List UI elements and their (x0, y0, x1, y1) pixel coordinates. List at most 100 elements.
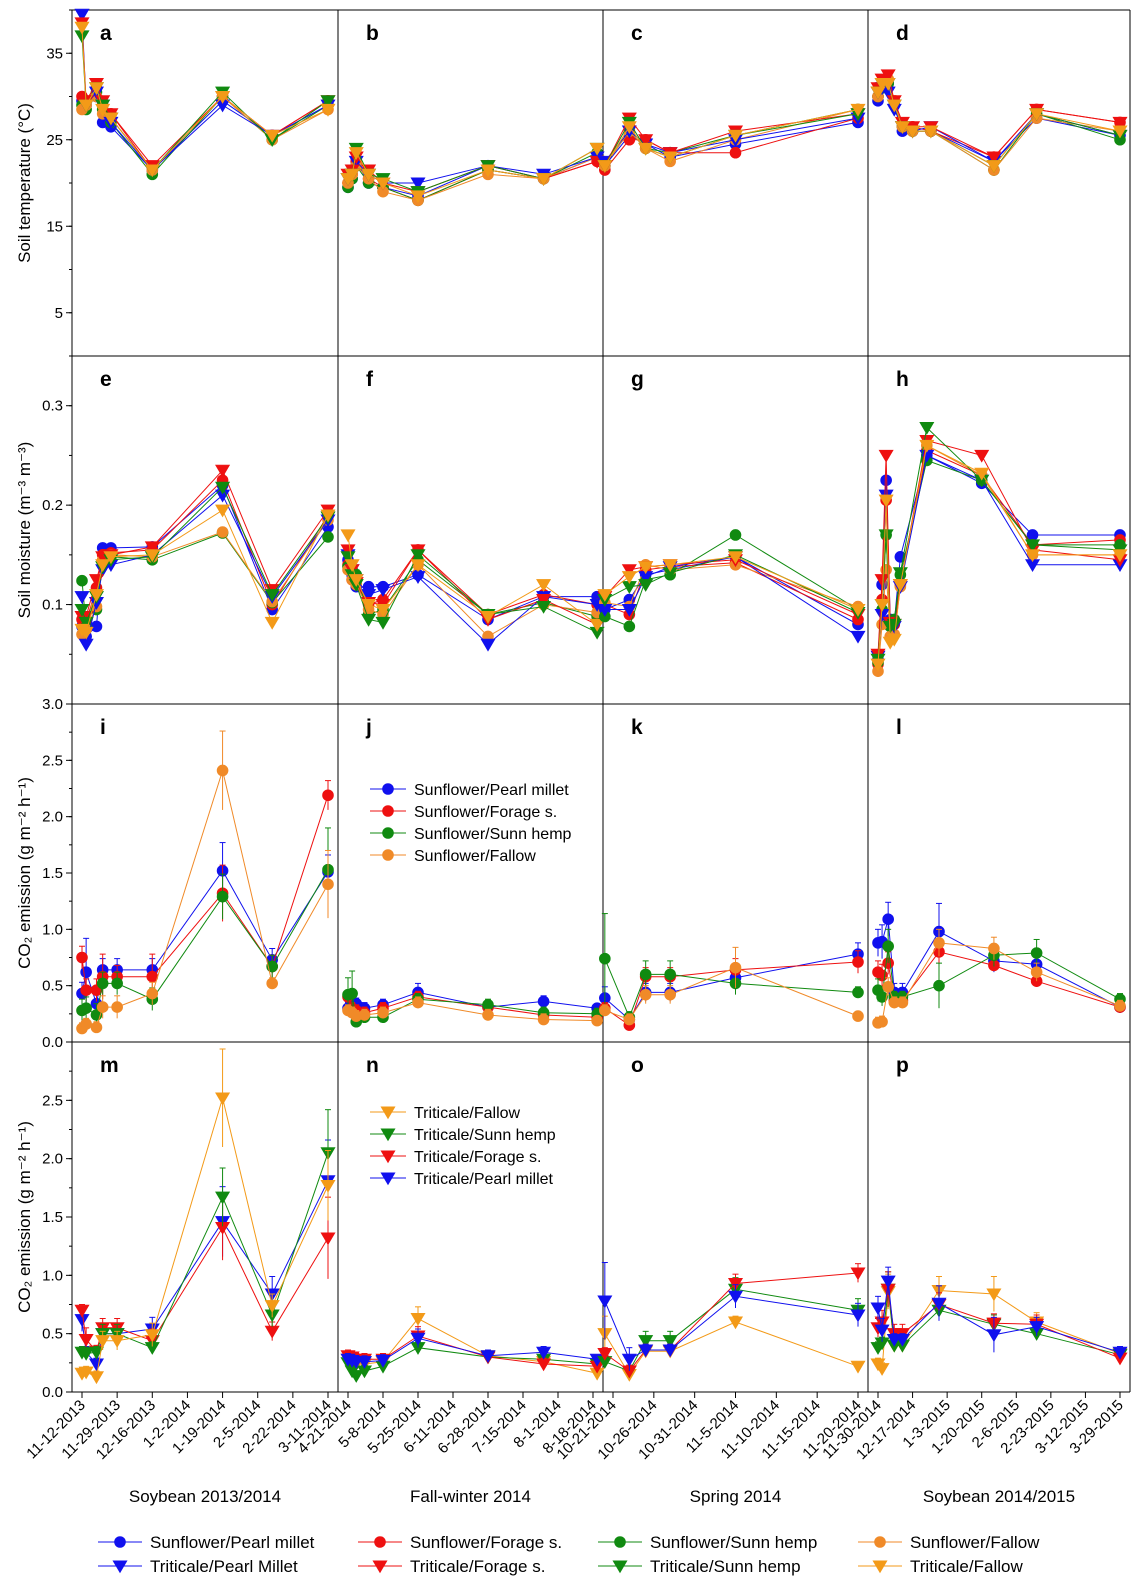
series-triticale-fallow (74, 21, 336, 178)
data-point (322, 531, 334, 543)
data-point (410, 177, 426, 191)
data-point (662, 1335, 678, 1348)
legend-marker (372, 1560, 388, 1574)
legend-marker (612, 1560, 628, 1574)
series-triticale-sunn-hemp (340, 549, 605, 640)
legend-panel-n: Triticale/Fallow Triticale/Sunn hemp Triti… (370, 1105, 556, 1188)
data-point (146, 987, 159, 1000)
data-point (727, 1290, 744, 1304)
panel-i (76, 730, 334, 1035)
data-point (76, 951, 88, 964)
data-point (933, 937, 945, 949)
series-triticale-sunn-hemp (74, 30, 336, 178)
data-point (90, 1021, 103, 1034)
series-line (81, 27, 329, 171)
legend-marker (114, 1536, 126, 1548)
data-point (375, 616, 391, 630)
data-point (74, 8, 90, 22)
data-point (80, 1018, 92, 1030)
panel-d (870, 69, 1128, 176)
data-point (103, 112, 119, 126)
data-point (95, 559, 111, 573)
data-point (621, 564, 637, 578)
data-point (78, 99, 94, 113)
panel-label-l: l (896, 716, 902, 739)
data-point (639, 968, 652, 981)
data-point (597, 589, 613, 602)
y-axis-title: Soil temperature (°C) (15, 103, 34, 263)
series-line (81, 494, 329, 645)
data-point (322, 789, 334, 802)
data-point (662, 1344, 678, 1358)
legend-marker (382, 805, 394, 817)
data-point (375, 177, 391, 191)
data-point (727, 1316, 744, 1330)
legend-label: Triticale/Fallow (414, 1105, 521, 1122)
data-point (410, 549, 426, 563)
series-line (81, 519, 329, 635)
data-point (876, 991, 888, 1003)
data-point (905, 125, 921, 139)
data-point (482, 999, 494, 1011)
series-line (877, 78, 1121, 158)
data-point (320, 1232, 336, 1246)
data-point (874, 1324, 890, 1338)
data-point (1030, 966, 1043, 978)
data-point (215, 90, 231, 104)
data-point (852, 1010, 864, 1022)
data-point (536, 579, 552, 592)
y-tick-label: 2.0 (42, 809, 63, 826)
data-point (215, 464, 231, 478)
y-tick-label: 3.0 (42, 696, 63, 713)
data-point (74, 1304, 90, 1318)
series-triticale-forage-s- (870, 69, 1128, 165)
data-point (664, 968, 676, 981)
panel-e (74, 464, 336, 652)
data-point (597, 1347, 613, 1361)
y-axis-row-3: 0.0 0.5 1.0 1.5 2.0 2.5 CO₂ emission (g m⁻² h⁻… (15, 703, 902, 1051)
legend-label: Triticale/Sunn hemp (650, 1557, 801, 1576)
data-point (664, 988, 676, 1001)
section-label: Spring 2014 (690, 1487, 782, 1506)
panel-p (870, 1266, 1128, 1376)
series-line (604, 1288, 859, 1372)
data-point (988, 942, 1000, 955)
data-point (264, 129, 280, 143)
series-line (81, 484, 329, 638)
series-line (81, 532, 329, 628)
data-point (638, 1335, 654, 1348)
data-point (480, 638, 496, 652)
data-point (1029, 1321, 1045, 1334)
data-point (361, 613, 377, 627)
series-sunflower-sunn-hemp (872, 928, 1126, 1009)
series-triticale-fallow (340, 142, 605, 204)
legend-label: Sunflower/Pearl millet (414, 782, 569, 799)
data-point (874, 599, 890, 612)
data-point (974, 467, 990, 481)
legend-label: Triticale/Pearl Millet (150, 1557, 298, 1576)
data-point (638, 1344, 654, 1358)
data-point (896, 996, 909, 1009)
legend-label: Triticale/Forage s. (410, 1557, 545, 1576)
data-point (880, 69, 896, 83)
series-sunflower-forage-s- (872, 73, 1126, 163)
legend-panel-j: Sunflower/Pearl millet Sunflower/Forage s… (370, 782, 572, 865)
series-line (81, 869, 329, 1016)
legend-label: Sunflower/Pearl millet (150, 1533, 315, 1552)
series-triticale-fallow (597, 103, 866, 173)
data-point (919, 439, 935, 453)
series-sunflower-forage-s- (872, 444, 1126, 671)
series-triticale-fallow (597, 551, 866, 617)
data-point (621, 571, 637, 584)
series-triticale-fallow (870, 439, 1128, 672)
data-point (729, 146, 742, 159)
data-point (88, 82, 104, 96)
data-point (480, 1350, 496, 1364)
panel-j (342, 970, 603, 1028)
data-point (264, 589, 280, 602)
data-point (264, 1325, 280, 1339)
data-point (623, 620, 636, 633)
series-triticale-pearl-millet (597, 1262, 866, 1371)
data-point (340, 544, 356, 558)
